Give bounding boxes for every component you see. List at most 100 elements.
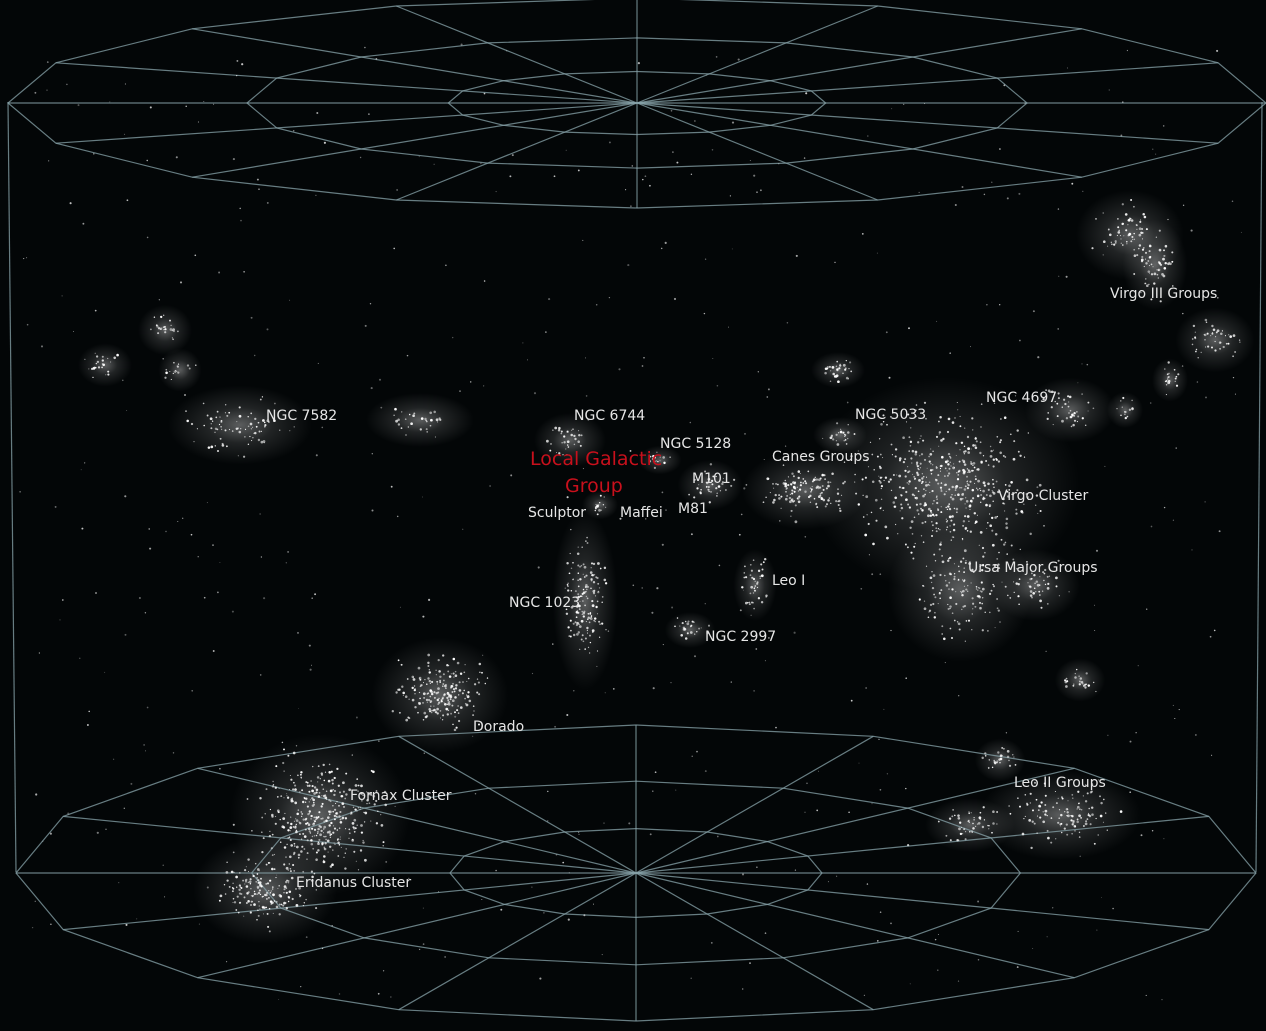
galaxy-point [397,688,400,691]
galaxy-point [945,520,948,523]
galaxy-point [760,563,763,566]
galaxy-point [862,516,865,518]
galaxy-point [710,491,712,493]
galaxy-point [283,797,285,799]
galaxy-point [1065,417,1069,420]
galaxy-point [313,803,315,806]
galaxy-point [250,895,252,897]
galaxy-point [226,879,229,882]
galaxy-point [661,543,664,546]
galaxy-point [149,547,152,550]
galaxy-point [593,589,596,592]
galaxy-point [1127,219,1130,222]
galaxy-point [423,696,426,699]
galaxy-point [955,484,959,488]
galaxy-point [360,824,363,827]
galaxy-point [929,514,933,517]
galaxy-point [290,798,294,801]
galaxy-point [847,437,849,440]
galaxy-point [1027,496,1030,498]
galaxy-point [947,452,951,456]
galaxy-point [101,355,104,358]
galaxy-point [1081,809,1083,811]
galaxy-point [1140,834,1143,837]
galaxy-point [439,710,442,712]
galaxy-point [214,431,216,434]
galaxy-point [228,885,231,888]
galaxy-point [418,702,420,704]
galaxy-point [430,709,433,712]
galaxy-point [1109,233,1112,237]
galaxy-point [305,797,308,800]
galaxy-point [971,629,973,631]
galaxy-point [481,671,483,674]
galaxy-point [940,506,942,508]
galaxy-point [294,801,298,805]
galaxy-point [233,871,235,874]
galaxy-point [1072,797,1074,799]
galaxy-point [396,515,399,518]
galaxy-point [578,608,581,610]
galaxy-point [847,378,849,380]
galaxy-point [914,450,918,454]
galaxy-point [722,478,724,480]
galaxy-point [630,205,632,208]
galaxy-point [198,923,200,925]
galaxy-point [258,905,260,907]
galaxy-point [1173,368,1176,371]
galaxy-point [307,823,311,826]
galaxy-point [239,901,242,904]
galaxy-point [308,790,311,793]
galaxy-point [258,870,260,872]
galaxy-point [938,431,942,434]
galaxy-point [768,637,770,639]
galaxy-point [1038,590,1041,593]
galaxy-point [937,603,939,605]
galaxy-point [978,816,982,820]
galaxy-point [285,866,289,870]
galaxy-point [287,869,290,871]
bottom-disc-spoke [635,872,1075,979]
galaxy-point [921,509,924,512]
galaxy-point [1015,508,1018,511]
galaxy-point [796,486,798,488]
galaxy-point [1101,897,1103,898]
galaxy-point [313,792,316,795]
galaxy-point [690,977,692,979]
galaxy-point [987,488,990,491]
galaxy-point [1191,549,1193,551]
galaxy-point [1111,243,1113,246]
bottom-disc-spoke [635,872,874,1011]
galaxy-point [842,372,844,375]
galaxy-point [991,529,994,532]
galaxy-point [1130,240,1133,243]
galaxy-point [654,460,656,463]
galaxy-point [809,487,812,490]
galaxy-point [871,573,874,576]
galaxy-point [1172,285,1174,287]
galaxy-point [287,837,289,839]
galaxy-point [1024,794,1027,796]
galaxy-point [243,455,246,458]
galaxy-point [1212,328,1216,332]
galaxy-point [945,529,948,531]
galaxy-point [293,820,295,822]
galaxy-point [1070,425,1073,428]
galaxy-point [993,759,995,762]
galaxy-point [822,498,826,502]
galaxy-point [450,673,452,675]
galaxy-point [567,444,569,446]
galaxy-point [418,156,420,158]
galaxy-point [898,474,902,478]
galaxy-point [1177,373,1180,376]
galaxy-point [276,796,279,798]
galaxy-point [1158,229,1161,232]
galaxy-point [567,585,569,587]
galaxy-point [196,428,198,430]
galaxy-point [1042,571,1045,574]
galaxy-point [968,470,971,474]
galaxy-point [953,573,956,575]
galaxy-point [1071,833,1073,835]
galaxy-point [308,801,310,803]
